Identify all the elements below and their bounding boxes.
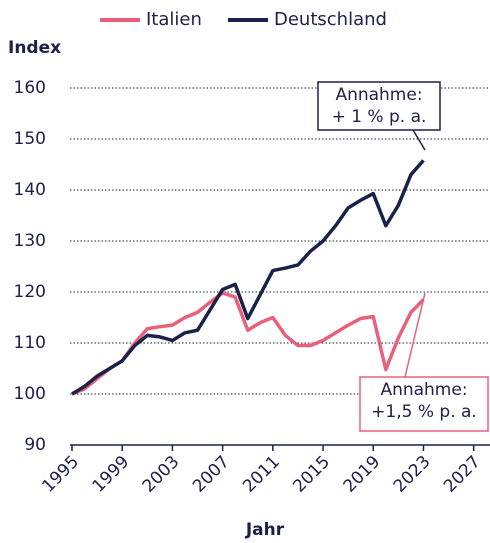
annotation-pointer	[404, 292, 426, 378]
x-tick-label: 2011	[239, 452, 284, 497]
legend-label: Italien	[146, 9, 202, 30]
y-axis-label: Index	[8, 38, 61, 58]
y-tick-label: 100	[14, 384, 46, 404]
y-tick-label: 150	[14, 129, 46, 149]
x-axis-label: Jahr	[245, 520, 285, 540]
y-tick-label: 130	[14, 231, 46, 251]
x-tick-label: 2003	[139, 452, 184, 497]
x-tick-label: 2019	[340, 452, 385, 497]
annotation-text: Annahme:	[380, 380, 467, 400]
annotation-text: +1,5 % p. a.	[371, 402, 477, 422]
x-tick-label: 1995	[38, 452, 83, 497]
x-tick-label: 2027	[440, 452, 485, 497]
x-tick-label: 1999	[89, 452, 134, 497]
y-tick-label: 140	[14, 180, 46, 200]
x-tick-label: 2023	[390, 452, 435, 497]
annotation-box	[317, 81, 441, 131]
annotation-text: + 1 % p. a.	[332, 107, 427, 127]
x-tick-label: 2007	[189, 452, 234, 497]
annotation-box	[359, 376, 489, 432]
x-tick-label: 2015	[289, 452, 334, 497]
annotation-text: Annahme:	[335, 85, 422, 105]
annotation-pointer	[412, 129, 426, 151]
y-tick-label: 160	[14, 78, 46, 98]
series-line	[71, 159, 425, 396]
y-tick-label: 120	[14, 282, 46, 302]
y-tick-label: 110	[14, 333, 46, 353]
legend-label: Deutschland	[274, 9, 387, 30]
y-tick-label: 90	[24, 435, 46, 455]
